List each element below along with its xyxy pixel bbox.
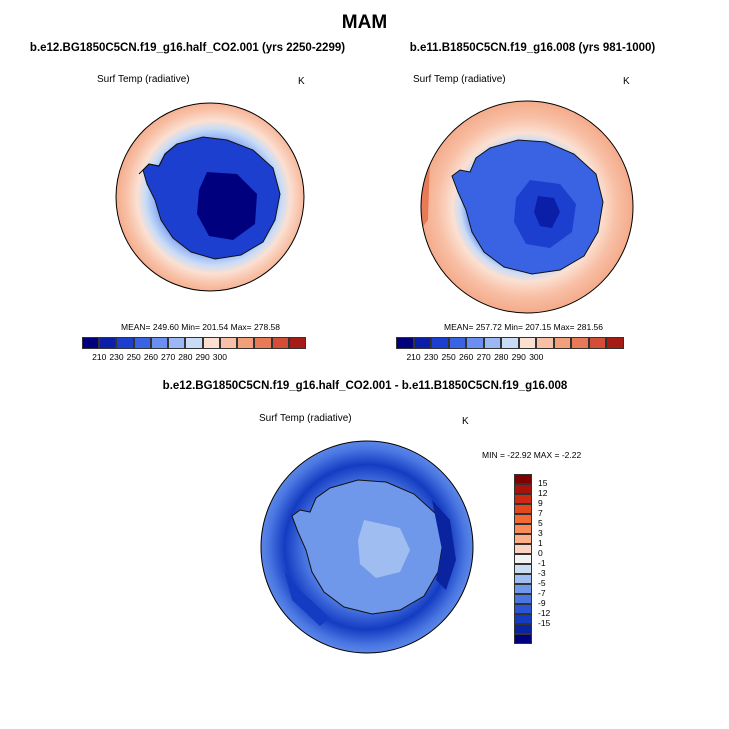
panel-1-labelbar-tick: 290 <box>195 352 210 362</box>
diff-panel-labelbar-ticks: 15 12 9 7 5 3 1 0 -1 -3 -5 -7 -9 -12 -15 <box>538 474 568 644</box>
panel-1-labelbar-swatch <box>99 337 117 349</box>
panel-2-labelbar <box>396 337 624 349</box>
diff-panel-units-label: K <box>462 416 469 427</box>
diff-panel-labelbar-swatch <box>514 564 532 574</box>
diff-panel-labelbar-swatch <box>514 494 532 504</box>
panel-2-labelbar-tick: 210 <box>406 352 421 362</box>
panel-2-labelbar-swatch <box>466 337 484 349</box>
panel-1-labelbar-swatch <box>254 337 272 349</box>
panel-1-labelbar-swatch <box>116 337 134 349</box>
panel-1-labelbar-swatch <box>82 337 100 349</box>
panel-1-labelbar <box>82 337 306 349</box>
diff-panel-labelbar-tick: -5 <box>538 578 546 588</box>
panel-1-labelbar-tick: 270 <box>161 352 176 362</box>
panel-2-labelbar-ticks: 210 230 250 260 270 280 290 300 <box>396 352 624 364</box>
diff-panel-labelbar-tick: 15 <box>538 478 548 488</box>
panel-1-stats: MEAN= 249.60 Min= 201.54 Max= 278.58 <box>121 322 281 332</box>
panel-2-labelbar-tick: 300 <box>529 352 544 362</box>
diff-panel-labelbar-swatch <box>514 514 532 524</box>
panel-1-title: b.e12.BG1850C5CN.f19_g16.half_CO2.001 (y… <box>29 42 346 54</box>
diff-panel-variable-label: Surf Temp (radiative) <box>259 413 352 424</box>
panel-2-labelbar-swatch <box>448 337 467 349</box>
diff-panel-labelbar-tick: -3 <box>538 568 546 578</box>
panel-1-labelbar-swatch <box>288 337 306 349</box>
diff-panel-labelbar-swatch <box>514 634 532 644</box>
diff-panel-labelbar-swatch <box>514 574 532 584</box>
diff-panel-labelbar-swatch <box>514 624 532 634</box>
diff-panel-labelbar-swatch <box>514 614 532 624</box>
panel-2-polar-map <box>420 100 634 314</box>
diff-panel-labelbar-tick: 0 <box>538 548 543 558</box>
diff-panel-labelbar-tick: -9 <box>538 598 546 608</box>
panel-1-labelbar-tick: 260 <box>143 352 159 362</box>
diff-panel-polar-map <box>260 440 474 654</box>
panel-2-labelbar-tick: 260 <box>459 352 474 362</box>
panel-1-units-label: K <box>298 76 305 87</box>
panel-1-variable-label: Surf Temp (radiative) <box>97 74 190 85</box>
panel-1-labelbar-swatch <box>185 337 203 349</box>
panel-2-labelbar-tick: 230 <box>423 352 439 362</box>
panel-2-title: b.e11.B1850C5CN.f19_g16.008 (yrs 981-100… <box>409 42 656 54</box>
panel-2-labelbar-swatch <box>588 337 607 349</box>
panel-1-labelbar-swatch <box>168 337 186 349</box>
panel-1-labelbar-swatch <box>133 337 151 349</box>
panel-1-labelbar-swatch <box>237 337 255 349</box>
panel-1-labelbar-tick: 250 <box>126 352 141 362</box>
panel-2-variable-label: Surf Temp (radiative) <box>413 74 506 85</box>
panel-2-labelbar-swatch <box>396 337 414 349</box>
panel-1-labelbar-swatch <box>202 337 220 349</box>
panel-2-labelbar-tick: 280 <box>494 352 509 362</box>
diff-panel-labelbar-tick: -12 <box>538 608 551 618</box>
panel-2-labelbar-swatch <box>501 337 519 349</box>
diff-panel-labelbar-swatch <box>514 544 532 554</box>
diff-panel-labelbar <box>514 474 532 644</box>
panel-2-labelbar-tick: 290 <box>511 352 526 362</box>
panel-1-labelbar-swatch <box>150 337 169 349</box>
panel-2-stats: MEAN= 257.72 Min= 207.15 Max= 281.56 <box>444 322 604 332</box>
panel-1-polar-map <box>115 102 305 292</box>
diff-panel-labelbar-swatch <box>514 524 532 534</box>
diff-panel-labelbar-tick: 7 <box>538 508 543 518</box>
diff-panel-labelbar-swatch <box>514 604 532 614</box>
panel-2-labelbar-swatch <box>553 337 572 349</box>
panel-2-labelbar-swatch <box>413 337 432 349</box>
diff-panel-labelbar-swatch <box>514 584 532 594</box>
panel-2-labelbar-swatch <box>536 337 554 349</box>
figure-title: MAM <box>341 12 388 33</box>
panel-1-labelbar-swatch <box>271 337 289 349</box>
panel-1-labelbar-tick: 210 <box>92 352 107 362</box>
diff-panel-labelbar-tick: 12 <box>538 488 548 498</box>
diff-panel-labelbar-swatch <box>514 504 532 514</box>
panel-2-units-label: K <box>623 76 630 87</box>
panel-2-labelbar-tick: 250 <box>441 352 456 362</box>
diff-panel-labelbar-tick: -1 <box>538 558 546 568</box>
diff-panel-labelbar-tick: 9 <box>538 498 543 508</box>
diff-panel-stats: MIN = -22.92 MAX = -2.22 <box>482 450 582 460</box>
diff-panel-labelbar-tick: 1 <box>538 538 543 548</box>
panel-1-labelbar-tick: 230 <box>109 352 124 362</box>
diff-panel-labelbar-swatch <box>514 594 532 604</box>
diff-panel-labelbar-tick: 5 <box>538 518 543 528</box>
panel-2-labelbar-swatch <box>431 337 449 349</box>
diff-panel-labelbar-tick: -7 <box>538 588 546 598</box>
diff-panel-labelbar-tick: -15 <box>538 618 551 628</box>
panel-2-labelbar-swatch <box>518 337 537 349</box>
diff-panel-labelbar-swatch <box>514 534 532 544</box>
diff-panel-labelbar-swatch <box>514 484 532 494</box>
diff-panel-title: b.e12.BG1850C5CN.f19_g16.half_CO2.001 - … <box>162 380 568 392</box>
diff-panel-labelbar-swatch <box>514 474 532 484</box>
diff-panel-labelbar-swatch <box>514 554 532 564</box>
panel-2-labelbar-tick: 270 <box>476 352 491 362</box>
panel-2-labelbar-swatch <box>606 337 624 349</box>
panel-2-labelbar-swatch <box>571 337 589 349</box>
panel-1-labelbar-swatch <box>219 337 238 349</box>
panel-1-labelbar-tick: 300 <box>212 352 227 362</box>
panel-1-labelbar-tick: 280 <box>178 352 193 362</box>
panel-2-labelbar-swatch <box>483 337 502 349</box>
diff-panel-labelbar-tick: 3 <box>538 528 543 538</box>
panel-1-labelbar-ticks: 210 230 250 260 270 280 290 300 <box>82 352 306 364</box>
